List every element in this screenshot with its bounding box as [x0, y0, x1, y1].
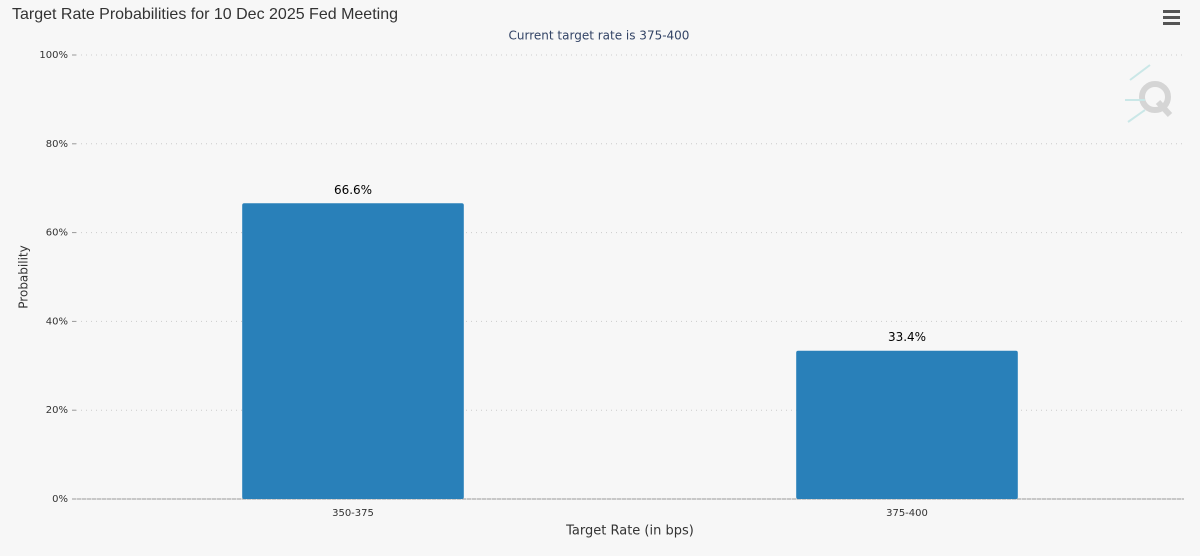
y-tick-label: 40%	[46, 316, 68, 327]
chart-title: Target Rate Probabilities for 10 Dec 202…	[12, 6, 398, 23]
bar	[796, 350, 1018, 499]
y-tick-label: 60%	[46, 228, 68, 239]
y-tick-label: 80%	[46, 139, 68, 150]
chart-subtitle: Current target rate is 375-400	[509, 29, 690, 43]
data-label: 66.6%	[334, 183, 372, 197]
y-tick-label: 0%	[52, 494, 68, 505]
menu-button[interactable]	[1163, 10, 1180, 25]
y-tick-label: 100%	[39, 50, 68, 61]
y-tick-label: 20%	[46, 405, 68, 416]
bar	[242, 203, 464, 499]
y-axis-label: Probability	[17, 245, 31, 308]
watermark-logo	[1125, 64, 1173, 123]
x-tick-label: 375-400	[886, 508, 928, 519]
x-axis-label: Target Rate (in bps)	[565, 524, 694, 539]
x-tick-label: 350-375	[332, 508, 374, 519]
data-label: 33.4%	[888, 330, 926, 344]
